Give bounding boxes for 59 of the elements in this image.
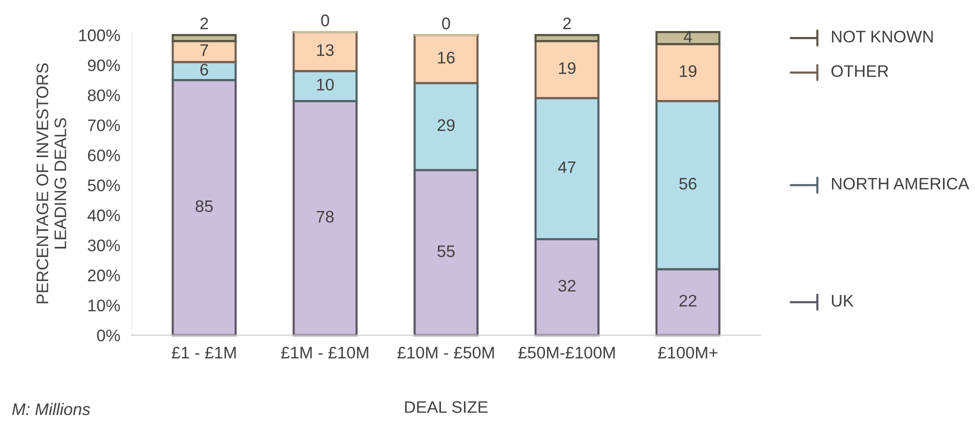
- text: M: Millions: [12, 402, 90, 416]
- data-label: 16: [438, 52, 455, 64]
- y-tick-label: 30%: [88, 240, 120, 252]
- bar: [292, 100, 358, 336]
- y-tick-label: 60%: [88, 149, 120, 162]
- data-label: 7: [200, 44, 208, 56]
- bar: [292, 30, 358, 72]
- data-label: 2: [200, 18, 208, 30]
- y-tick-label: 70%: [88, 119, 120, 132]
- legend-label: NORTH AMERICA: [832, 178, 970, 190]
- y-tick-label: 80%: [88, 89, 120, 102]
- data-label: 2: [563, 18, 571, 30]
- bar: [534, 97, 600, 240]
- data-label: 0: [442, 18, 450, 30]
- x-tick-label: £1M - £10M: [281, 346, 368, 359]
- data-label: 19: [559, 62, 576, 74]
- y-tick-label: 40%: [88, 210, 120, 222]
- legend-label: UK: [832, 295, 854, 307]
- x-tick-label: £100M+: [658, 346, 718, 359]
- x-tick-label: £50M-£100M: [518, 346, 615, 359]
- data-label: 78: [316, 210, 334, 223]
- bar: [414, 169, 479, 336]
- bar: [172, 34, 237, 42]
- bar: [292, 70, 358, 102]
- data-label: 13: [317, 44, 334, 56]
- data-label: 85: [196, 200, 213, 212]
- data-label: 10: [317, 78, 334, 91]
- data-label: 19: [680, 65, 696, 78]
- bar: [172, 79, 237, 336]
- bar: [655, 42, 720, 102]
- bar: [534, 238, 600, 336]
- x-axis-title: DEAL SIZE: [405, 401, 488, 413]
- data-label: 47: [558, 161, 576, 173]
- legend-label: NOT KNOWN: [832, 30, 933, 42]
- x-tick-label: £1 - £1M: [172, 346, 236, 358]
- bar: [414, 34, 479, 84]
- y-tick-label: 10%: [88, 300, 120, 312]
- data-label: 4: [684, 30, 692, 42]
- x-tick-label: £10M - £50M: [397, 346, 494, 359]
- data-label: 22: [680, 294, 696, 306]
- bar: [172, 40, 237, 64]
- data-label: 55: [437, 245, 455, 258]
- data-label: 6: [200, 64, 208, 76]
- bar: [534, 34, 600, 42]
- y-tick-label: 100%: [79, 29, 120, 42]
- bar: [655, 30, 720, 46]
- y-tick-label: 0%: [97, 330, 120, 342]
- legend-label: OTHER: [831, 65, 888, 78]
- data-label: 56: [679, 178, 696, 190]
- bar: [655, 268, 720, 336]
- y-axis-title: PERCENTAGE OF INVESTORS LEADING DEALS: [36, 63, 66, 304]
- data-label: 0: [321, 14, 330, 26]
- bar: [414, 82, 479, 172]
- y-tick-label: 50%: [88, 180, 120, 192]
- y-tick-label: 90%: [88, 59, 120, 72]
- data-label: 32: [558, 280, 576, 292]
- data-label: 29: [438, 119, 455, 132]
- bar: [655, 100, 720, 270]
- y-tick-label: 20%: [88, 270, 120, 282]
